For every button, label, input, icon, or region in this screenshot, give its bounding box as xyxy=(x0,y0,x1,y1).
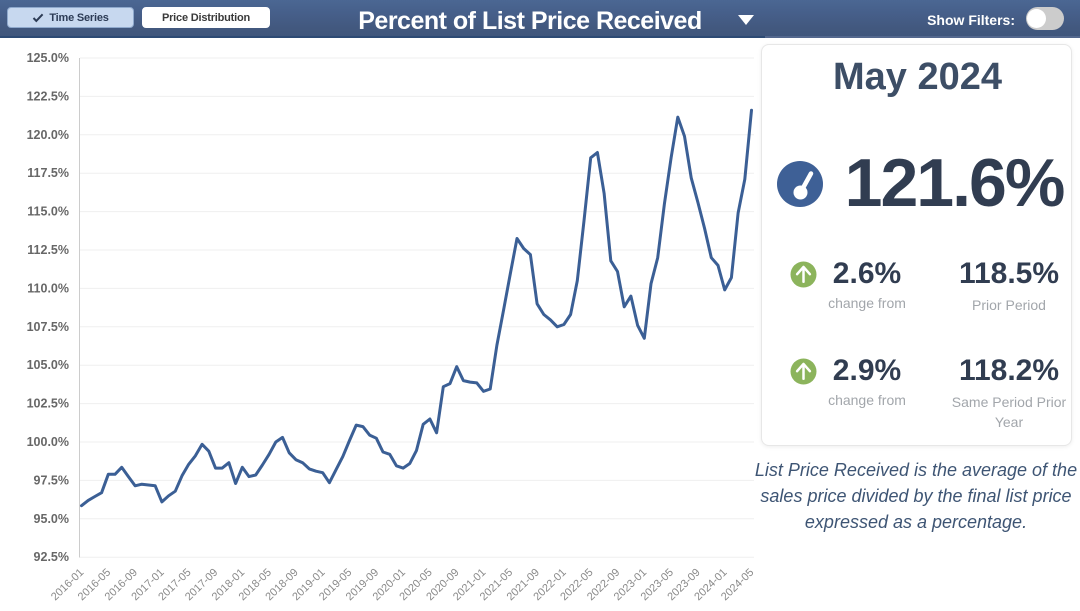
svg-text:107.5%: 107.5% xyxy=(27,320,69,334)
svg-text:115.0%: 115.0% xyxy=(27,205,69,219)
svg-text:102.5%: 102.5% xyxy=(27,397,69,411)
svg-text:105.0%: 105.0% xyxy=(27,358,69,372)
svg-text:92.5%: 92.5% xyxy=(34,550,69,564)
svg-text:95.0%: 95.0% xyxy=(34,512,69,526)
svg-text:125.0%: 125.0% xyxy=(27,51,69,65)
svg-text:117.5%: 117.5% xyxy=(27,166,69,180)
svg-text:97.5%: 97.5% xyxy=(34,473,69,487)
svg-text:120.0%: 120.0% xyxy=(27,128,69,142)
svg-text:100.0%: 100.0% xyxy=(27,435,69,449)
svg-text:122.5%: 122.5% xyxy=(27,89,69,103)
svg-text:110.0%: 110.0% xyxy=(27,281,69,295)
svg-text:112.5%: 112.5% xyxy=(27,243,69,257)
